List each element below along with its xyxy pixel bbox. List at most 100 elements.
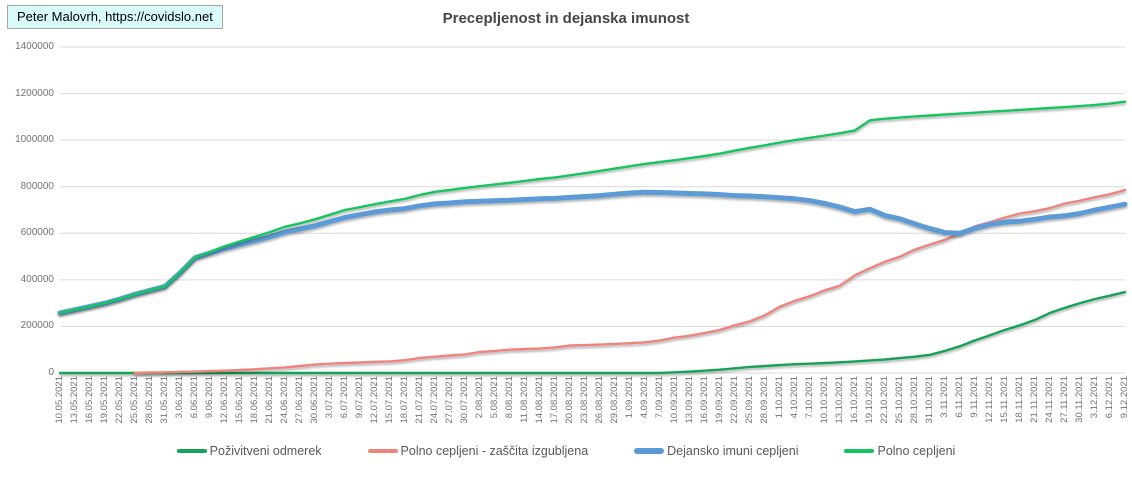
x-tick-label: 16.05.2021 <box>84 376 95 424</box>
x-tick-label: 28.09.2021 <box>759 376 770 424</box>
x-tick-label: 21.11.2021 <box>1029 376 1040 423</box>
legend-label: Dejansko imuni cepljeni <box>667 444 799 458</box>
x-tick-label: 22.09.2021 <box>729 376 740 424</box>
x-tick-label: 11.08.2021 <box>519 376 530 423</box>
x-tick-label: 13.09.2021 <box>684 376 695 424</box>
x-tick-label: 25.05.2021 <box>129 376 140 424</box>
y-tick-label: 0 <box>48 367 54 378</box>
x-tick-label: 24.11.2021 <box>1044 376 1055 423</box>
x-tick-label: 6.12.2021 <box>1104 376 1115 419</box>
x-tick-label: 16.09.2021 <box>699 376 710 424</box>
x-tick-label: 3.07.2021 <box>324 376 335 419</box>
x-tick-label: 12.07.2021 <box>369 376 380 424</box>
x-tick-label: 16.10.2021 <box>849 376 860 424</box>
x-tick-label: 28.05.2021 <box>144 376 155 424</box>
x-tick-label: 5.08.2021 <box>489 376 500 419</box>
x-tick-label: 6.07.2021 <box>339 376 350 419</box>
legend-item-3: Polno cepljeni <box>844 444 955 458</box>
x-tick-label: 2.08.2021 <box>474 376 485 419</box>
x-tick-label: 31.05.2021 <box>159 376 170 424</box>
x-tick-label: 7.10.2021 <box>804 376 815 419</box>
y-tick-label: 200000 <box>20 320 54 332</box>
x-tick-label: 10.09.2021 <box>669 376 680 424</box>
x-tick-label: 3.06.2021 <box>174 376 185 419</box>
x-tick-label: 6.11.2021 <box>954 376 965 418</box>
x-tick-label: 29.08.2021 <box>609 376 620 424</box>
x-tick-label: 22.05.2021 <box>114 376 125 424</box>
x-tick-label: 10.10.2021 <box>819 376 830 424</box>
y-tick-label: 1200000 <box>15 87 54 99</box>
series-line-1 <box>133 188 1127 375</box>
x-tick-label: 27.11.2021 <box>1059 376 1070 423</box>
x-tick-label: 24.06.2021 <box>279 376 290 424</box>
x-tick-label: 19.05.2021 <box>99 376 110 424</box>
x-tick-label: 4.09.2021 <box>639 376 650 419</box>
legend-item-1: Polno cepljeni - zaščita izgubljena <box>367 444 589 458</box>
legend-label: Polno cepljeni <box>877 444 956 458</box>
x-tick-label: 15.07.2021 <box>384 376 395 424</box>
x-tick-label: 25.10.2021 <box>894 376 905 424</box>
x-tick-label: 14.08.2021 <box>534 376 545 424</box>
y-tick-label: 1400000 <box>15 41 54 52</box>
series-line-0 <box>58 290 1127 375</box>
x-tick-label: 3.12.2021 <box>1089 376 1100 419</box>
x-tick-label: 31.10.2021 <box>924 376 935 424</box>
x-tick-label: 20.08.2021 <box>564 376 575 424</box>
y-tick-label: 800000 <box>20 180 54 192</box>
chart-plot-area <box>57 46 1128 375</box>
x-tick-label: 25.09.2021 <box>744 376 755 424</box>
x-tick-label: 13.10.2021 <box>834 376 845 424</box>
x-tick-label: 13.05.2021 <box>69 376 80 424</box>
x-tick-label: 3.11.2021 <box>939 376 950 418</box>
x-tick-label: 18.07.2021 <box>399 376 410 424</box>
chart-legend: Poživitveni odmerek Polno cepljeni - zašč… <box>0 444 1132 458</box>
legend-swatch-icon <box>844 449 875 453</box>
x-tick-label: 28.10.2021 <box>909 376 920 424</box>
series-line-3 <box>58 100 1127 315</box>
series-line-2 <box>57 189 1128 316</box>
legend-label: Polno cepljeni - zaščita izgubljena <box>400 444 589 458</box>
x-tick-label: 10.05.2021 <box>54 376 65 424</box>
y-tick-label: 600000 <box>20 227 54 239</box>
legend-swatch-icon <box>367 449 398 453</box>
x-tick-label: 23.08.2021 <box>579 376 590 424</box>
gridlines <box>60 46 1125 374</box>
series-lines <box>57 100 1128 375</box>
legend-item-2: Dejansko imuni cepljeni <box>634 444 798 458</box>
x-tick-label: 9.07.2021 <box>354 376 365 419</box>
x-tick-label: 6.06.2021 <box>189 376 200 419</box>
legend-item-0: Poživitveni odmerek <box>176 444 322 458</box>
x-tick-label: 9.12.2021 <box>1119 376 1130 419</box>
legend-label: Poživitveni odmerek <box>209 444 322 458</box>
x-tick-label: 18.11.2021 <box>1014 376 1025 423</box>
y-tick-label: 1000000 <box>15 134 54 146</box>
x-tick-label: 7.09.2021 <box>654 376 665 419</box>
x-tick-label: 26.08.2021 <box>594 376 605 424</box>
x-tick-label: 9.06.2021 <box>204 376 215 419</box>
x-tick-label: 19.09.2021 <box>714 376 725 424</box>
x-tick-label: 24.07.2021 <box>429 376 440 424</box>
y-tick-label: 400000 <box>20 273 54 285</box>
x-tick-label: 30.06.2021 <box>309 376 320 424</box>
x-tick-label: 15.11.2021 <box>999 376 1010 423</box>
x-tick-label: 12.06.2021 <box>219 376 230 424</box>
x-tick-label: 1.10.2021 <box>774 376 785 419</box>
chart-title: Precepljenost in dejanska imunost <box>442 10 690 27</box>
x-tick-label: 17.08.2021 <box>549 376 560 424</box>
watermark-textbox: Peter Malovrh, https://covidslo.net <box>7 5 223 29</box>
x-tick-label: 30.11.2021 <box>1074 376 1085 423</box>
x-tick-label: 27.07.2021 <box>444 376 455 424</box>
x-tick-label: 15.06.2021 <box>234 376 245 424</box>
x-tick-label: 9.11.2021 <box>969 376 980 418</box>
x-tick-label: 21.07.2021 <box>414 376 425 424</box>
x-tick-label: 18.06.2021 <box>249 376 260 424</box>
legend-swatch-icon <box>176 449 207 453</box>
x-tick-label: 21.06.2021 <box>264 376 275 424</box>
x-tick-label: 8.08.2021 <box>504 376 515 419</box>
x-tick-label: 4.10.2021 <box>789 376 800 419</box>
x-tick-label: 12.11.2021 <box>984 376 995 423</box>
x-tick-label: 19.10.2021 <box>864 376 875 424</box>
x-tick-label: 22.10.2021 <box>879 376 890 424</box>
legend-swatch-icon <box>634 448 665 454</box>
